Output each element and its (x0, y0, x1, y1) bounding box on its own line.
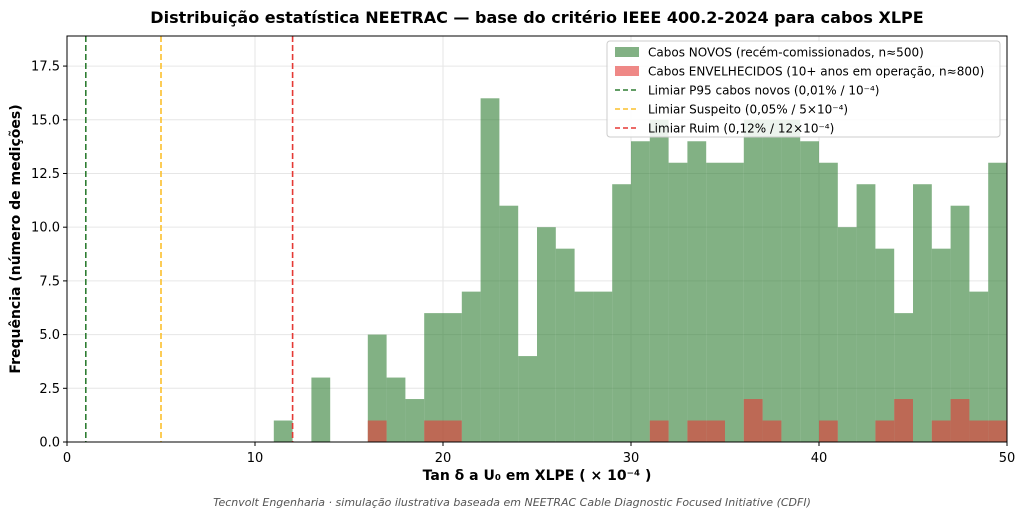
legend-label: Limiar P95 cabos novos (0,01% / 10⁻⁴) (648, 84, 879, 98)
bar-new-cables (555, 248, 575, 442)
bar-new-cables (273, 420, 293, 442)
bar-new-cables (311, 377, 331, 442)
y-tick-label: 17.5 (31, 60, 60, 75)
bar-aged-cables (950, 399, 970, 442)
bar-new-cables (819, 162, 838, 443)
bar-new-cables (931, 248, 951, 442)
bar-new-cables (781, 119, 801, 443)
bar-new-cables (762, 119, 782, 443)
bar-aged-cables (424, 420, 443, 442)
x-tick-label: 10 (247, 451, 264, 466)
bar-new-cables (837, 227, 857, 442)
bar-new-cables (950, 205, 970, 442)
bar-aged-cables (819, 420, 838, 442)
bar-aged-cables (367, 420, 387, 442)
y-tick-label: 12.5 (31, 167, 60, 182)
bar-new-cables (649, 119, 669, 443)
bar-new-cables (988, 162, 1007, 443)
legend-swatch (615, 47, 639, 57)
y-axis-title: Frequência (número de medições) (8, 104, 24, 373)
legend-label: Limiar Ruim (0,12% / 12×10⁻⁴) (648, 122, 834, 136)
bar-new-cables (687, 141, 707, 442)
bar-aged-cables (988, 420, 1007, 442)
x-tick-label: 50 (999, 451, 1016, 466)
bar-aged-cables (687, 420, 707, 442)
footer-note: Tecnvolt Engenharia · simulação ilustrat… (213, 496, 811, 509)
bar-aged-cables (649, 420, 669, 442)
bar-new-cables (574, 291, 594, 442)
bar-aged-cables (762, 420, 782, 442)
y-tick-label: 2.5 (39, 382, 60, 397)
plot-frame (66, 35, 1008, 443)
bar-new-cables (499, 205, 519, 442)
legend: Cabos NOVOS (recém-comissionados, n≈500)… (606, 40, 1001, 138)
bar-new-cables (593, 291, 613, 442)
bar-new-cables (386, 377, 406, 442)
bar-new-cables (443, 313, 462, 442)
bar-new-cables (875, 248, 895, 442)
bar-new-cables (725, 162, 744, 443)
y-axis: 0.0 2.5 5.0 7.5 10.0 12.5 15.0 17.5 (31, 60, 67, 451)
y-tick-label: 0.0 (39, 436, 60, 451)
bar-new-cables (461, 291, 481, 442)
legend-box (606, 40, 1001, 138)
x-axis: 0 10 20 30 40 50 (63, 442, 1015, 466)
threshold-lines (85, 36, 294, 442)
bar-new-cables (537, 227, 556, 442)
bar-new-cables (856, 184, 876, 442)
bar-aged-cables (875, 420, 895, 442)
bar-new-cables (424, 313, 443, 442)
chart-title: Distribuição estatística NEETRAC — base … (150, 8, 923, 27)
bar-new-cables (631, 141, 650, 442)
legend-swatch (615, 66, 639, 76)
y-tick-label: 15.0 (31, 113, 60, 128)
x-tick-label: 20 (435, 451, 452, 466)
bars (273, 98, 1007, 443)
legend-label: Cabos NOVOS (recém-comissionados, n≈500) (648, 46, 924, 60)
bar-new-cables (969, 291, 989, 442)
bar-aged-cables (743, 399, 763, 442)
y-tick-label: 10.0 (31, 221, 60, 236)
bar-aged-cables (931, 420, 951, 442)
bar-new-cables (405, 399, 425, 442)
bar-new-cables (913, 184, 932, 442)
bar-aged-cables (894, 399, 913, 442)
x-axis-title: Tan δ a U₀ em XLPE ( × 10⁻⁴ ) (423, 468, 652, 484)
bar-new-cables (668, 162, 688, 443)
bar-new-cables (706, 162, 725, 443)
bar-new-cables (800, 141, 819, 442)
bar-aged-cables (969, 420, 989, 442)
y-tick-label: 7.5 (39, 274, 60, 289)
x-tick-label: 40 (811, 451, 828, 466)
bar-new-cables (480, 98, 500, 442)
x-tick-label: 30 (623, 451, 640, 466)
bar-new-cables (743, 119, 763, 443)
bar-new-cables (612, 184, 631, 442)
x-tick-label: 0 (63, 451, 71, 466)
bar-new-cables (518, 356, 537, 442)
bar-new-cables (367, 334, 387, 442)
bar-aged-cables (443, 420, 462, 442)
bar-aged-cables (706, 420, 725, 442)
y-tick-label: 5.0 (39, 328, 60, 343)
legend-label: Cabos ENVELHECIDOS (10+ anos em operação… (648, 65, 984, 79)
legend-label: Limiar Suspeito (0,05% / 5×10⁻⁴) (648, 103, 848, 117)
